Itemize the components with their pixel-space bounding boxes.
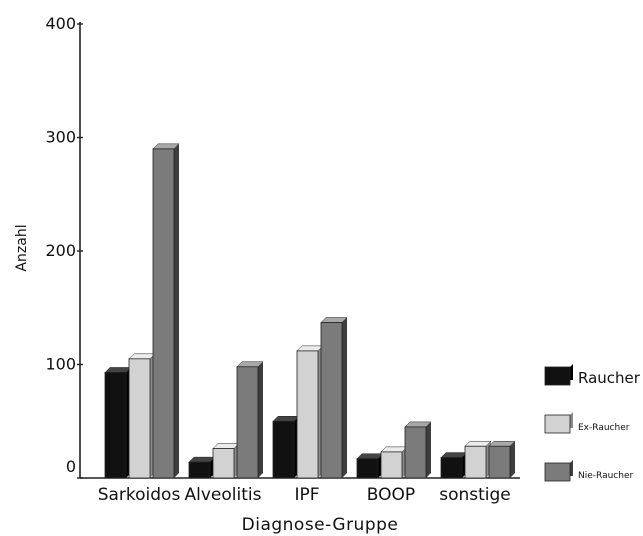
bar <box>488 445 511 479</box>
legend: Raucher Ex-Raucher Nie-Raucher <box>544 364 641 482</box>
bar-top <box>236 361 264 368</box>
bar-top <box>128 353 156 360</box>
x-tick-label: IPF <box>294 485 319 505</box>
bar-nie-raucher-boop <box>404 421 432 479</box>
bar-raucher-sarkoidos <box>104 367 132 479</box>
legend-label: Nie-Raucher <box>578 471 633 481</box>
bar <box>128 358 151 479</box>
bar <box>152 148 175 479</box>
bars <box>104 143 516 479</box>
legend-item-nie-raucher: Nie-Raucher <box>544 460 633 482</box>
bar-raucher-ipf <box>272 416 300 479</box>
bar <box>296 350 319 479</box>
bar <box>464 445 487 479</box>
bar <box>236 366 259 479</box>
bar-ex-raucher-boop <box>380 446 408 479</box>
bar-raucher-boop <box>356 453 384 479</box>
bar-top <box>152 143 180 150</box>
bar-ex-raucher-sonstige <box>464 440 492 479</box>
y-ticks: 0 100 200 300 400 <box>45 14 83 479</box>
bar-top <box>464 440 492 447</box>
bar-top <box>356 453 384 459</box>
bar <box>212 448 235 479</box>
bar-top <box>440 452 468 458</box>
bar-top <box>320 317 348 323</box>
bar-ex-raucher-alveolitis <box>212 443 240 479</box>
bar-side <box>258 361 263 478</box>
bar-side <box>174 143 179 478</box>
bar <box>440 457 463 479</box>
bar-top <box>296 345 324 352</box>
bar-nie-raucher-ipf <box>320 317 348 479</box>
bar-top <box>212 443 240 449</box>
bar-top <box>188 456 216 463</box>
y-tick-label: 200 <box>45 241 76 260</box>
legend-item-ex-raucher: Ex-Raucher <box>544 412 630 434</box>
bar <box>188 461 211 479</box>
y-tick-label: 300 <box>45 128 76 147</box>
legend-item-raucher: Raucher <box>544 364 641 387</box>
x-tick-label: sonstige <box>439 485 511 505</box>
y-tick-label: 0 <box>66 457 76 476</box>
bar-top <box>404 421 432 428</box>
bar <box>104 372 127 479</box>
x-tick-label: Sarkoidos <box>98 485 181 505</box>
bar <box>356 458 379 479</box>
x-tick-label: BOOP <box>367 485 415 505</box>
y-tick-label: 400 <box>45 14 76 33</box>
bar <box>380 451 403 479</box>
bar-top <box>380 446 408 453</box>
bar <box>404 426 427 479</box>
y-axis-title: Anzahl <box>14 224 30 271</box>
legend-label: Ex-Raucher <box>578 423 630 433</box>
bar-nie-raucher-sonstige <box>488 440 516 479</box>
bar-side <box>342 317 347 478</box>
bar-ex-raucher-ipf <box>296 345 324 479</box>
bar-nie-raucher-sarkoidos <box>152 143 180 479</box>
x-tick-label: Alveolitis <box>185 485 262 505</box>
legend-swatch <box>544 462 571 482</box>
bar-top <box>488 440 516 447</box>
y-tick-label: 100 <box>45 355 76 374</box>
bar-side <box>510 441 515 478</box>
bar <box>320 322 343 479</box>
bar-raucher-alveolitis <box>188 456 216 479</box>
bar-side <box>426 421 431 478</box>
legend-swatch <box>544 366 571 386</box>
x-axis-title: Diagnose-Gruppe <box>242 515 399 535</box>
bar <box>272 420 295 479</box>
legend-swatch <box>544 414 571 434</box>
bar-ex-raucher-sarkoidos <box>128 353 156 479</box>
bar-nie-raucher-alveolitis <box>236 361 264 479</box>
bar-raucher-sonstige <box>440 452 468 479</box>
bar-top <box>272 416 300 422</box>
x-tick-labels: Sarkoidos Alveolitis IPF BOOP sonstige <box>98 485 511 505</box>
bar-top <box>104 367 132 373</box>
legend-label: Raucher <box>578 369 641 387</box>
